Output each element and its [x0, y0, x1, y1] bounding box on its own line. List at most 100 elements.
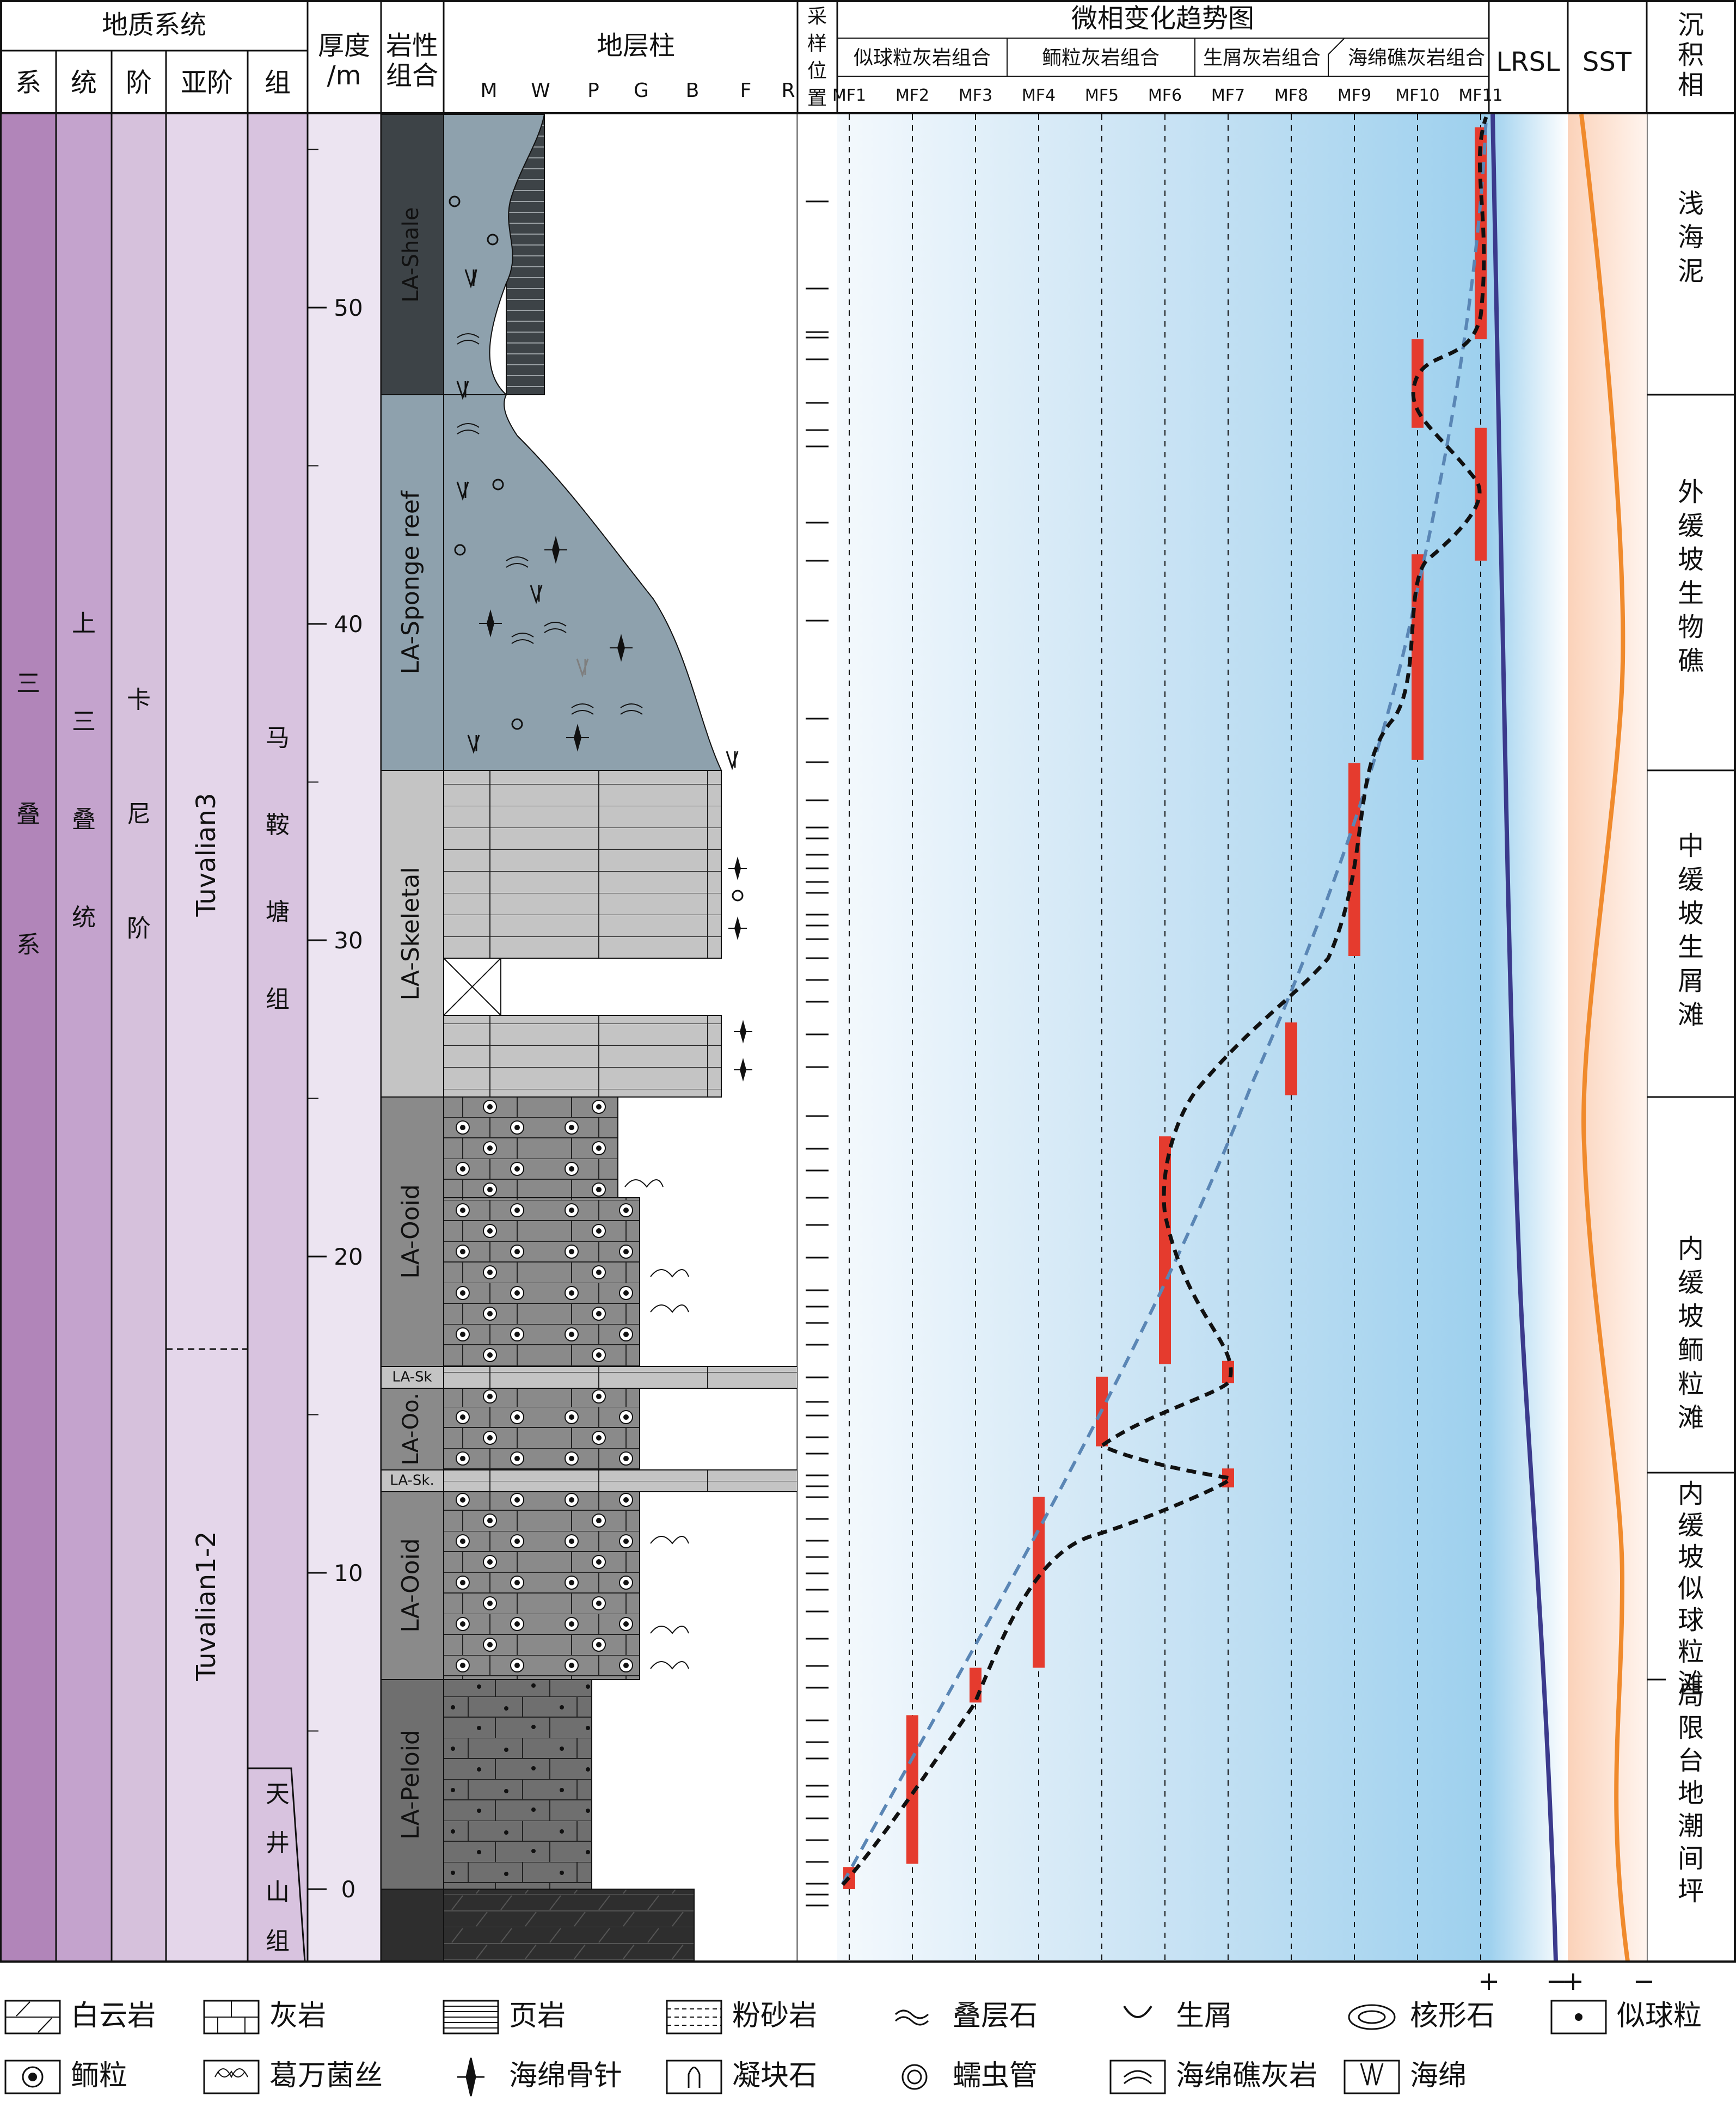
ooid-bed-lower: [443, 1491, 640, 1680]
sponge-reef-limestone-icon: [1109, 2060, 1166, 2094]
mf-range-bar: [1412, 339, 1424, 428]
sed-facies-char: 滩: [1678, 1668, 1704, 1699]
sed-facies-char: 生: [1678, 578, 1704, 609]
depth-tick-label: 40: [334, 611, 363, 638]
thickness-unit: /m: [327, 60, 361, 91]
sampling-char: 置: [807, 87, 827, 109]
legend-label: 蠕虫管: [953, 2060, 1038, 2092]
sed-facies-char: 缓: [1678, 511, 1704, 541]
legend-label: 生屑: [1176, 2000, 1232, 2032]
sed-facies-char: 间: [1678, 1843, 1704, 1874]
microfacies-background: [837, 114, 1489, 1962]
yajie-header: 亚阶: [181, 68, 233, 98]
ooid-bed-upper-b: [443, 1096, 618, 1198]
sed-facies-char: 限: [1678, 1713, 1704, 1743]
stack-char: 卡: [127, 686, 151, 714]
sed-facies-char: 粒: [1678, 1637, 1704, 1667]
peloid-bed: [443, 1679, 592, 1890]
jie-header: 阶: [126, 68, 152, 98]
sed-facies-char: 海: [1678, 222, 1704, 253]
lithology-units: LA-Peloid LA-Ooid LA-Sk. LA-Oo. LA-Sk LA-Ooid…: [381, 114, 444, 1962]
mf-range-bar: [1475, 427, 1487, 561]
shale-icon: [443, 2000, 499, 2035]
tong-header: 统: [71, 68, 97, 98]
stack-char: 上: [72, 610, 96, 638]
oncoid-icon: [1348, 2004, 1396, 2030]
sampling-char: 采: [807, 5, 827, 28]
stack-char: 叠: [72, 806, 96, 834]
worm-tube-icon: [901, 2064, 928, 2090]
lithology-header-2: 组合: [386, 60, 438, 91]
legend-label: 海绵骨针: [509, 2060, 622, 2092]
legend-label: 海绵礁灰岩: [1176, 2060, 1317, 2092]
stack-char: 组: [266, 985, 290, 1013]
mf-code-6: MF6: [1148, 86, 1182, 105]
thrombolite-icon: [666, 2060, 722, 2094]
peloid-icon: [1550, 2000, 1607, 2035]
skeletal-thin-bed-2: [443, 1366, 798, 1389]
mf-code-3: MF3: [959, 86, 992, 105]
sst-curve: [1579, 114, 1630, 1962]
mf-code-2: MF2: [895, 86, 929, 105]
depth-axis: 0 10 20 30 40 50: [308, 149, 363, 1903]
lrsl-header: LRSL: [1496, 47, 1560, 77]
stack-char: 马: [266, 724, 290, 752]
dolomite-bed: [443, 1889, 695, 1962]
siltstone-icon: [666, 2000, 722, 2035]
ooid-bed-upper-a: [443, 1197, 640, 1367]
ooid-icon: [4, 2060, 61, 2094]
thickness-band: [308, 114, 381, 1962]
sed-facies-char: 粒: [1678, 1369, 1704, 1399]
sample-ticks: [806, 200, 829, 1907]
texture-letter: P: [587, 79, 599, 102]
mf-code-11: MF11: [1458, 86, 1502, 105]
texture-letter: G: [634, 79, 649, 102]
lrsl-minus-sign: −: [1546, 1966, 1568, 1996]
mf-range-bar: [1222, 1361, 1234, 1383]
sed-facies-header-char: 积: [1678, 40, 1704, 70]
legend-label: 似球粒: [1617, 2000, 1702, 2032]
stack-char: 鞍: [266, 811, 290, 839]
sed-facies-header-char: 相: [1678, 70, 1704, 100]
depth-tick-label: 0: [341, 1876, 356, 1903]
texture-letter: B: [686, 79, 700, 102]
sponge-spicule-icon: [457, 2057, 484, 2097]
sed-facies-char: 坡: [1678, 1542, 1704, 1572]
legend-label: 粉砂岩: [732, 2000, 817, 2032]
stack-char: 系: [16, 931, 40, 959]
lith-unit-label: LA-Peloid: [397, 1730, 425, 1840]
mf-range-bar: [1285, 1022, 1297, 1095]
sed-facies-char: 礁: [1678, 646, 1704, 676]
mf-code-1: MF1: [832, 86, 866, 105]
lith-unit-label: LA-Sk.: [390, 1473, 434, 1489]
legend-label: 鲕粒: [71, 2060, 127, 2092]
sed-facies-char: 浅: [1678, 188, 1704, 219]
mf-range-bar: [1412, 554, 1424, 760]
lith-unit-label: LA-Shale: [398, 207, 424, 302]
sed-facies-char: 局: [1678, 1680, 1704, 1711]
lith-unit-label: LA-Skeletal: [397, 867, 425, 1000]
stromatolite-icon: [894, 2009, 929, 2026]
stack-char: 井: [266, 1829, 290, 1857]
strat-column: [443, 114, 798, 1962]
group-ooid: 鲕粒灰岩组合: [1042, 47, 1160, 69]
sed-facies-char: 泥: [1678, 256, 1704, 286]
lrsl-curve: [1490, 114, 1558, 1962]
mf-code-9: MF9: [1338, 86, 1371, 105]
observed-facies-curve: [841, 116, 1488, 1886]
sed-facies-char: 坡: [1678, 898, 1704, 929]
sampling-char: 位: [807, 60, 827, 82]
stack-char: 三: [16, 670, 40, 697]
mf-range-bar: [906, 1715, 918, 1864]
lrsl-plus-sign: +: [1478, 1966, 1500, 1996]
yajie-lower-label: Tuvalian1-2: [191, 1531, 222, 1681]
sed-facies-char: 缓: [1678, 865, 1704, 895]
texture-letter: F: [740, 79, 752, 102]
sed-facies-char: 台: [1678, 1745, 1704, 1776]
lith-unit-label: LA-Ooid: [397, 1184, 425, 1278]
